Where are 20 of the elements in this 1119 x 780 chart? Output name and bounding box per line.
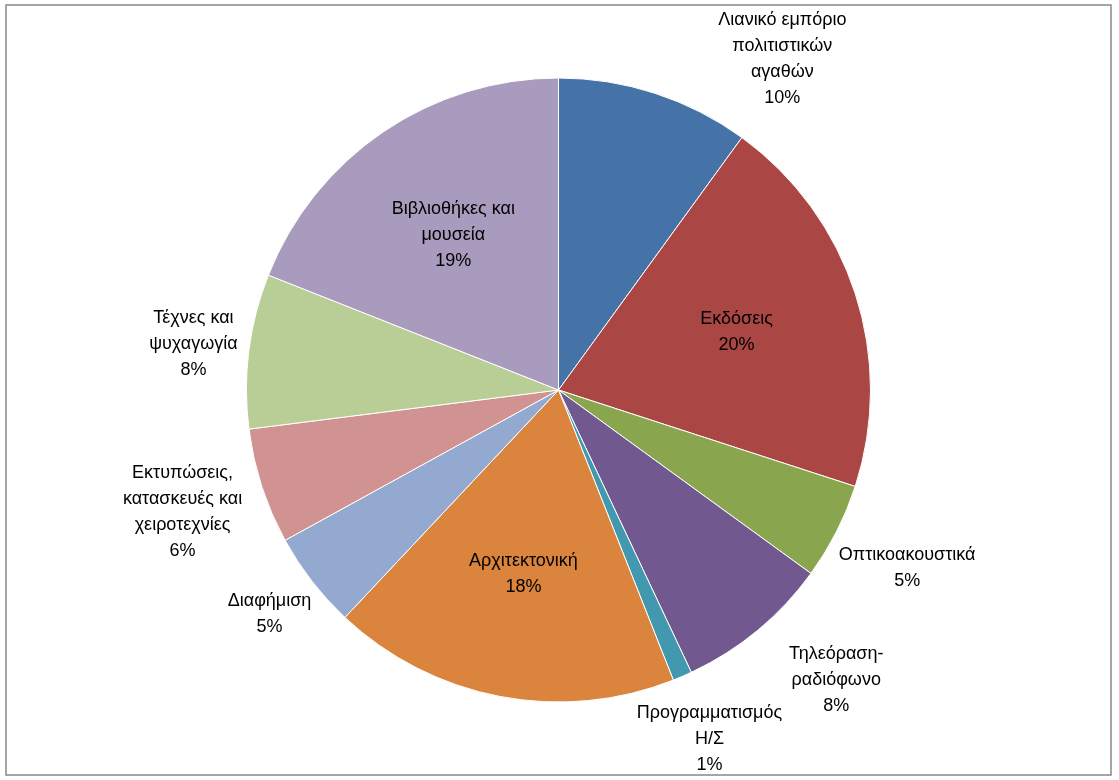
slice-label: Εκτυπώσεις, κατασκευές και χειροτεχνίες (122, 462, 243, 535)
data-label: 18% (505, 575, 542, 596)
data-label: 6% (169, 540, 196, 561)
data-label: 1% (696, 753, 723, 774)
data-label: 5% (256, 616, 283, 637)
data-label: 10% (764, 87, 801, 107)
data-label: 8% (823, 694, 850, 715)
slice-label: Τηλεόραση-ραδιόφωνο (788, 642, 884, 689)
data-label: 8% (180, 358, 207, 379)
data-label: 20% (718, 334, 755, 355)
slice-label: Τέχνες και ψυχαγωγία (149, 306, 238, 353)
slice-label: Εκδόσεις (700, 308, 774, 329)
slice-label: Οπτικοακουστικά (838, 543, 976, 564)
slice-label: Προγραμματισμός Η/Σ (636, 701, 783, 748)
slice-label: Βιβλιοθήκες και μουσεία (391, 198, 515, 245)
slice-label: Διαφήμιση (227, 590, 312, 611)
slice-label: Λιανικό εμπόριο πολιτιστικών αγαθών (718, 9, 847, 81)
data-label: 19% (435, 250, 472, 271)
data-label: 5% (894, 569, 921, 590)
slice-label: Αρχιτεκτονική (469, 549, 578, 570)
